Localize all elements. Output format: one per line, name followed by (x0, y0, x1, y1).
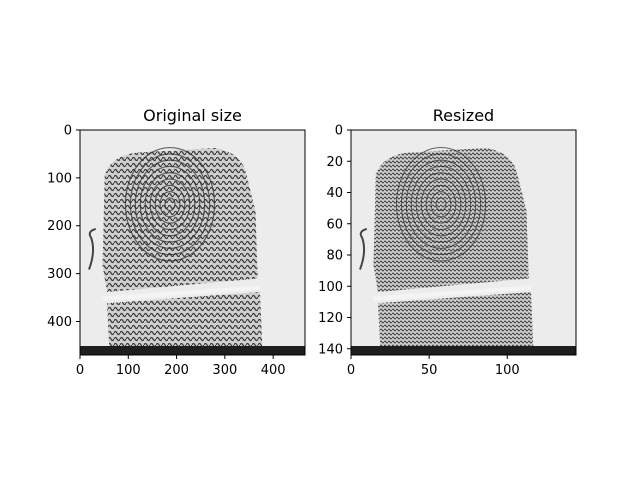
y-tick-label: 200 (47, 219, 72, 234)
dark-bottom-strip (80, 346, 305, 355)
panel-resized: Resized 0 50 100 0 20 40 60 80 100 120 140 (318, 106, 576, 378)
x-tick-label: 300 (212, 363, 237, 378)
dark-bottom-strip (351, 346, 576, 355)
fingerprint-ridges-upper (374, 148, 529, 292)
x-tick-label: 100 (495, 363, 520, 378)
y-tick-label: 0 (64, 124, 72, 139)
y-tick-label: 120 (318, 311, 343, 326)
y-tick-label: 20 (326, 155, 343, 170)
x-tick-label: 50 (421, 363, 438, 378)
panel-title-original: Original size (143, 106, 242, 125)
x-tick-label: 0 (76, 363, 84, 378)
fingerprint-image-original (80, 130, 305, 355)
x-tick-label: 400 (261, 363, 286, 378)
panel-original: Original size 0 100 200 300 400 0 100 200 300 40… (47, 106, 305, 378)
y-tick-label: 400 (47, 315, 72, 330)
y-tick-label: 0 (335, 124, 343, 139)
fingerprint-image-resized (351, 130, 576, 355)
y-tick-label: 100 (318, 280, 343, 295)
panel-title-resized: Resized (433, 106, 494, 125)
y-tick-label: 40 (326, 186, 343, 201)
x-tick-label: 200 (164, 363, 189, 378)
x-tick-label: 0 (347, 363, 355, 378)
y-tick-label: 140 (318, 342, 343, 357)
y-tick-label: 100 (47, 171, 72, 186)
y-tick-label: 60 (326, 217, 343, 232)
y-tick-label: 300 (47, 267, 72, 282)
fingerprint-ridges-upper (103, 148, 258, 292)
y-tick-label: 80 (326, 249, 343, 264)
x-tick-label: 100 (116, 363, 141, 378)
